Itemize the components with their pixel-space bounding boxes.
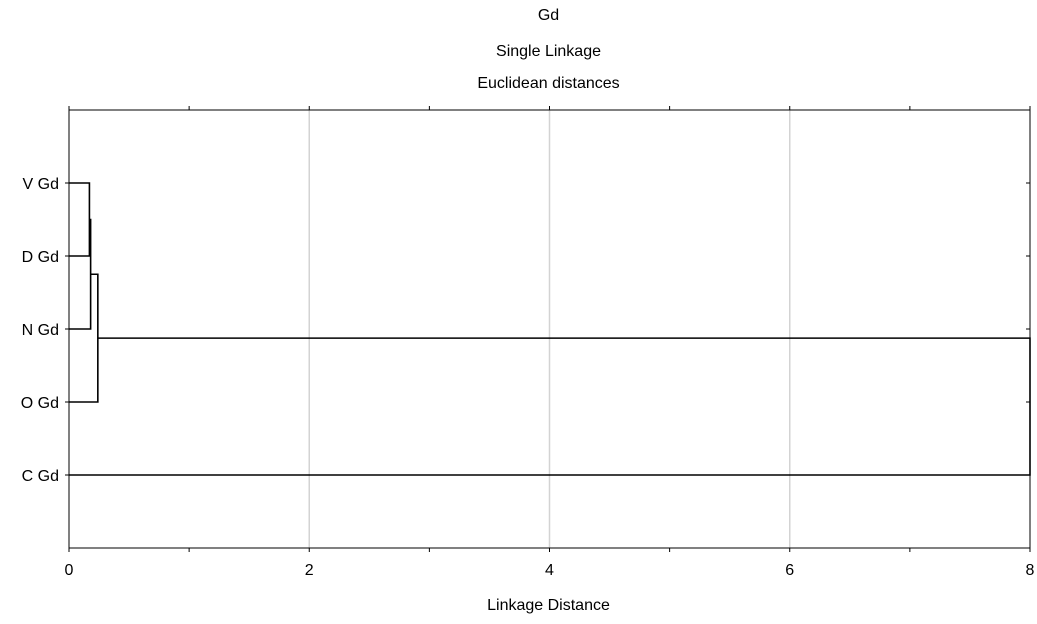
x-tick-label: 6 bbox=[785, 562, 794, 579]
chart-title: Gd bbox=[537, 7, 560, 24]
dendrogram-link bbox=[69, 218, 92, 330]
dendrogram-link bbox=[69, 273, 99, 403]
tick-layer bbox=[65, 106, 1031, 552]
x-tick-label: 0 bbox=[65, 562, 74, 579]
x-tick-label: 2 bbox=[305, 562, 314, 579]
leaf-label: N Gd bbox=[22, 322, 59, 339]
dendrogram-link bbox=[69, 337, 1031, 476]
axis-labels: 0 2 4 6 8 V Gd D Gd N Gd O Gd C Gd bbox=[21, 176, 1035, 579]
leaf-label: V Gd bbox=[23, 176, 59, 193]
leaf-label: C Gd bbox=[22, 468, 59, 485]
dendrogram-links bbox=[69, 182, 1031, 476]
x-tick-label: 4 bbox=[545, 562, 554, 579]
x-tick-label: 8 bbox=[1026, 562, 1035, 579]
chart-subtitle-distance: Euclidean distances bbox=[477, 75, 620, 92]
leaf-label: O Gd bbox=[21, 395, 59, 412]
chart-subtitle-linkage: Single Linkage bbox=[496, 43, 601, 60]
dendrogram-link bbox=[69, 182, 91, 257]
leaf-label: D Gd bbox=[22, 249, 59, 266]
grid-layer bbox=[308, 110, 791, 548]
x-axis-title: Linkage Distance bbox=[487, 597, 610, 614]
